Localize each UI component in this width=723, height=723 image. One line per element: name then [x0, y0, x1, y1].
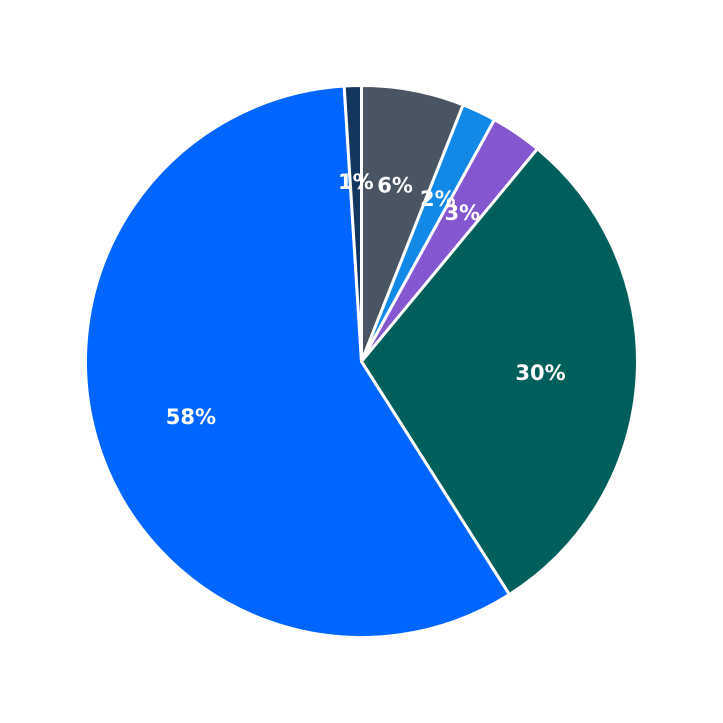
slice-percent-label: 3% — [445, 201, 481, 225]
slice-percent-label: 2% — [420, 187, 456, 211]
pie-slice-5 — [342, 84, 363, 363]
slice-percent-label: 1% — [338, 170, 374, 194]
pie-slice-3 — [360, 147, 639, 597]
slice-percent-label: 58% — [166, 405, 216, 429]
pie-slices — [84, 84, 639, 639]
slice-percent-label: 30% — [515, 361, 565, 385]
pie-labels: 6% 2%3% 30% 58% 1% — [166, 170, 566, 429]
slice-percent-label: 6% — [377, 173, 413, 197]
pie-slice-4 — [84, 84, 511, 639]
